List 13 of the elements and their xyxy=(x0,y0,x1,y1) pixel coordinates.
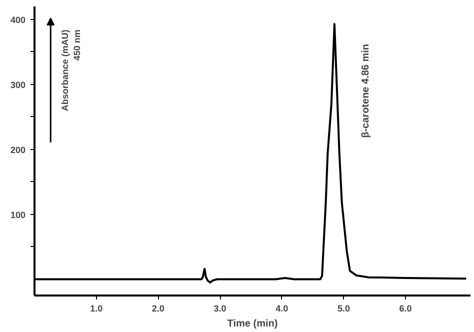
y-tick-label: 400 xyxy=(10,14,26,25)
x-tick-label: 6.0 xyxy=(399,304,412,314)
y-tick-label: 200 xyxy=(10,144,26,155)
y-tick-label: 100 xyxy=(10,210,26,220)
x-axis-title: Time (min) xyxy=(227,318,278,330)
x-tick-label: 5.0 xyxy=(337,304,350,314)
annotation: β-carotene 4.86 min xyxy=(360,44,372,138)
x-tick-label: 4.0 xyxy=(276,304,288,314)
x-tick-label: 2.0 xyxy=(152,304,164,314)
annotation: Absorbance (mAU) 450 nm xyxy=(60,30,82,112)
x-tick-label: 3.0 xyxy=(214,304,226,314)
y-tick-label: 300 xyxy=(10,80,26,90)
x-tick-label: 1.0 xyxy=(90,304,103,314)
